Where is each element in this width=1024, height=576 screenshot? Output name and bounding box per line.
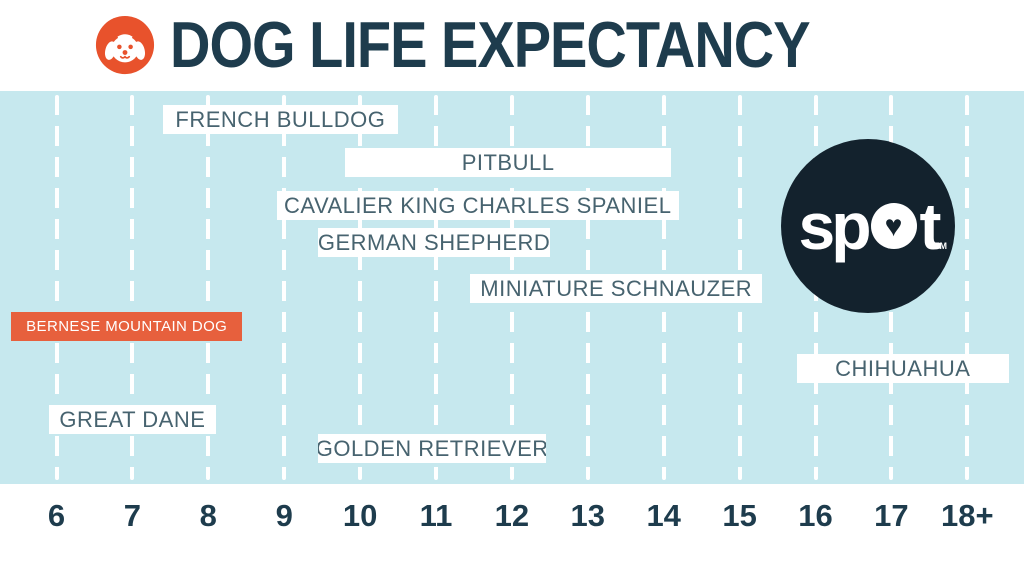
dog-face-icon xyxy=(95,15,155,75)
chart-area: FRENCH BULLDOG PITBULL CAVALIER KING CHARL… xyxy=(0,91,1024,484)
page-title: DOG LIFE EXPECTANCY xyxy=(170,7,811,81)
axis-tick-12: 12 xyxy=(494,498,530,533)
heart-in-o-icon: ♥ xyxy=(870,203,917,249)
gridline-9 xyxy=(282,95,287,480)
bar-miniature-schnauzer: MINIATURE SCHNAUZER xyxy=(470,274,763,303)
bar-great-dane: GREAT DANE xyxy=(48,405,216,434)
axis-tick-8: 8 xyxy=(199,498,217,533)
axis-tick-18plus: 18+ xyxy=(941,498,994,533)
axis-tick-7: 7 xyxy=(123,498,142,533)
trademark-mark: TM xyxy=(934,241,947,251)
axis-tick-16: 16 xyxy=(798,498,833,533)
axis-tick-15: 15 xyxy=(722,498,757,533)
gridline-18 xyxy=(965,95,970,480)
axis-tick-13: 13 xyxy=(570,498,606,533)
bar-french-bulldog: FRENCH BULLDOG xyxy=(162,105,399,134)
axis-tick-14: 14 xyxy=(646,498,681,533)
bar-golden-retriever: GOLDEN RETRIEVER xyxy=(318,434,547,463)
axis-tick-6: 6 xyxy=(47,498,66,533)
gridline-7 xyxy=(130,95,135,480)
bar-chihuahua: CHIHUAHUA xyxy=(796,354,1010,383)
bar-pitbull: PITBULL xyxy=(344,148,672,177)
spot-letter-t: t xyxy=(919,189,942,263)
x-axis: 6 7 8 9 10 11 12 13 14 15 16 17 18+ xyxy=(0,484,1024,576)
spot-logo-text: sp ♥ t xyxy=(798,189,942,263)
dog-logo-badge xyxy=(95,15,155,75)
gridline-10 xyxy=(358,95,363,480)
axis-tick-9: 9 xyxy=(275,498,293,533)
spot-logo: sp ♥ t TM xyxy=(781,139,955,313)
gridline-11 xyxy=(434,95,438,480)
bar-german-shepherd: GERMAN SHEPHERD xyxy=(318,228,550,257)
axis-tick-17: 17 xyxy=(874,498,909,533)
header: DOG LIFE EXPECTANCY xyxy=(0,0,1024,91)
gridline-8 xyxy=(206,95,211,480)
gridline-6 xyxy=(54,95,59,480)
axis-tick-10: 10 xyxy=(342,498,378,533)
bar-bernese-mountain-dog: BERNESE MOUNTAIN DOG xyxy=(10,312,243,341)
axis-tick-11: 11 xyxy=(419,498,453,533)
spot-letters-sp: sp xyxy=(798,189,871,263)
bar-cavalier-king-charles-spaniel: CAVALIER KING CHARLES SPANIEL xyxy=(276,191,679,220)
